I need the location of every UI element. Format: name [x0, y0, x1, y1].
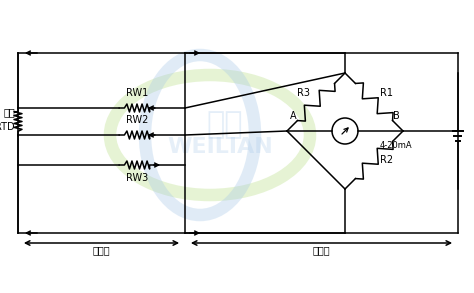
Text: RW1: RW1	[126, 88, 148, 98]
Text: 变送器: 变送器	[313, 245, 330, 255]
Text: RW2: RW2	[126, 115, 148, 125]
Text: R3: R3	[297, 88, 310, 98]
Text: R2: R2	[380, 155, 393, 165]
Text: 4-20mA: 4-20mA	[380, 142, 413, 151]
Text: RTD: RTD	[0, 122, 15, 132]
Text: R1: R1	[380, 88, 393, 98]
Text: A: A	[290, 111, 297, 121]
Text: RW3: RW3	[126, 173, 148, 183]
Text: 三线: 三线	[3, 108, 15, 117]
Text: 维连: 维连	[207, 110, 243, 139]
Text: WEILIAN: WEILIAN	[167, 137, 273, 157]
Text: 传感器: 传感器	[93, 245, 110, 255]
Text: B: B	[393, 111, 400, 121]
